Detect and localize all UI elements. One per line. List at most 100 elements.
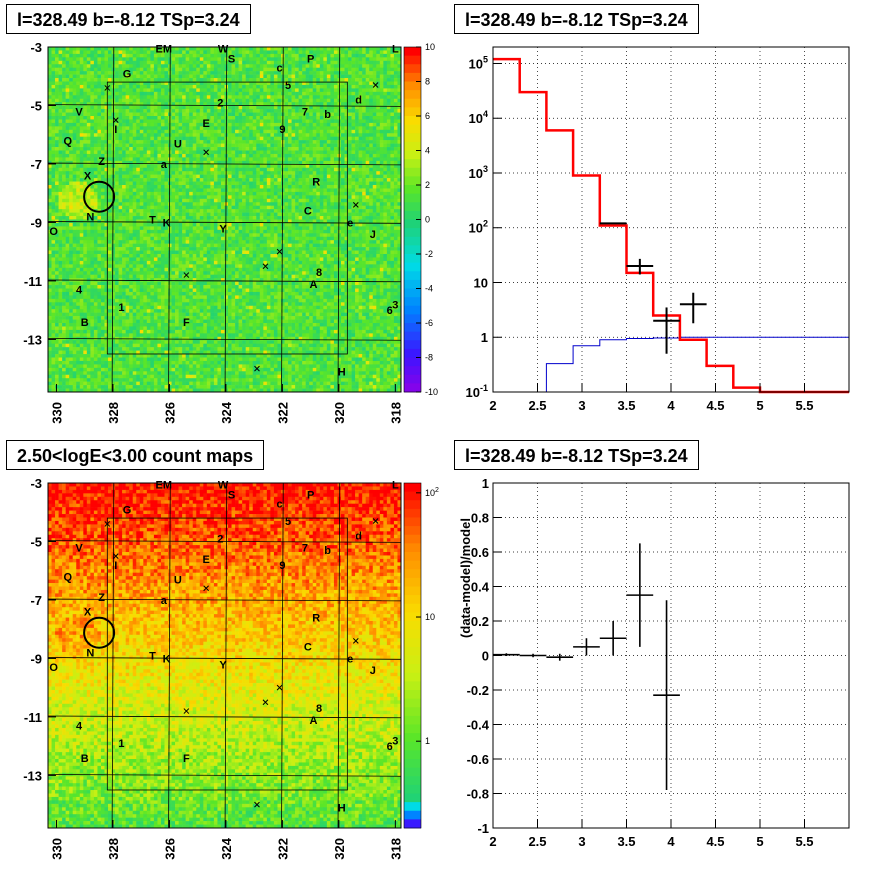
map-pixel bbox=[309, 112, 314, 117]
map-pixel bbox=[379, 88, 384, 93]
map-pixel bbox=[129, 160, 134, 165]
map-pixel bbox=[206, 71, 211, 75]
map-pixel bbox=[153, 84, 158, 89]
map-pixel bbox=[390, 205, 395, 210]
map-pixel bbox=[323, 57, 328, 62]
map-pixel bbox=[171, 78, 176, 82]
map-pixel bbox=[217, 133, 222, 137]
map-pixel bbox=[302, 191, 306, 196]
map-pixel bbox=[358, 126, 363, 131]
map-pixel bbox=[199, 91, 204, 96]
map-pixel bbox=[309, 133, 314, 137]
map-pixel bbox=[83, 57, 88, 62]
map-pixel bbox=[263, 153, 268, 158]
map-pixel bbox=[295, 209, 299, 213]
map-pixel bbox=[263, 212, 268, 217]
map-pixel bbox=[284, 164, 289, 169]
map-pixel bbox=[199, 122, 204, 127]
map-pixel bbox=[100, 112, 105, 117]
map-pixel bbox=[348, 129, 352, 134]
map-pixel bbox=[333, 209, 338, 213]
map-pixel bbox=[372, 185, 377, 189]
map-pixel bbox=[298, 157, 303, 162]
map-pixel bbox=[259, 60, 264, 65]
map-pixel bbox=[206, 105, 211, 110]
map-pixel bbox=[245, 205, 250, 210]
map-pixel bbox=[344, 64, 349, 68]
map-pixel bbox=[72, 164, 77, 169]
map-pixel bbox=[302, 57, 306, 62]
map-pixel bbox=[189, 136, 194, 141]
map-pixel bbox=[252, 91, 257, 96]
map-pixel bbox=[326, 167, 331, 172]
map-pixel bbox=[252, 81, 257, 86]
map-pixel bbox=[100, 191, 105, 196]
map-pixel bbox=[249, 47, 254, 51]
map-pixel bbox=[129, 81, 134, 86]
map-pixel bbox=[213, 119, 218, 124]
map-pixel bbox=[252, 160, 257, 165]
map-pixel bbox=[132, 116, 137, 120]
map-pixel bbox=[55, 105, 59, 110]
map-pixel bbox=[231, 78, 236, 82]
map-pixel bbox=[252, 102, 257, 106]
map-pixel bbox=[228, 136, 232, 141]
map-pixel bbox=[55, 119, 59, 124]
map-pixel bbox=[150, 98, 155, 103]
map-pixel bbox=[333, 167, 338, 172]
map-pixel bbox=[393, 178, 398, 182]
map-pixel bbox=[72, 84, 77, 89]
map-pixel bbox=[115, 81, 119, 86]
map-pixel bbox=[358, 195, 363, 200]
map-pixel bbox=[206, 88, 211, 93]
map-pixel bbox=[100, 167, 105, 172]
map-pixel bbox=[358, 181, 363, 186]
map-pixel bbox=[312, 67, 317, 72]
map-pixel bbox=[291, 216, 296, 220]
map-pixel bbox=[340, 91, 345, 96]
map-pixel bbox=[351, 57, 356, 62]
map-pixel bbox=[376, 50, 381, 55]
map-pixel bbox=[242, 95, 246, 100]
map-pixel bbox=[72, 67, 77, 72]
map-pixel bbox=[348, 140, 352, 144]
map-pixel bbox=[160, 53, 165, 58]
map-pixel bbox=[122, 171, 126, 175]
map-pixel bbox=[157, 147, 162, 151]
map-pixel bbox=[65, 95, 70, 100]
map-pixel bbox=[393, 133, 398, 137]
map-pixel bbox=[58, 150, 63, 155]
map-pixel bbox=[65, 136, 70, 141]
map-pixel bbox=[192, 147, 197, 151]
map-pixel bbox=[295, 191, 299, 196]
map-pixel bbox=[252, 164, 257, 169]
map-pixel bbox=[270, 98, 275, 103]
map-pixel bbox=[273, 88, 278, 93]
map-pixel bbox=[203, 157, 208, 162]
map-pixel bbox=[93, 195, 98, 200]
map-pixel bbox=[51, 109, 56, 113]
map-pixel bbox=[150, 164, 155, 169]
map-pixel bbox=[97, 109, 102, 113]
map-pixel bbox=[284, 140, 289, 144]
map-pixel bbox=[390, 88, 395, 93]
map-pixel bbox=[323, 202, 328, 206]
map-pixel bbox=[132, 195, 137, 200]
map-pixel bbox=[86, 198, 91, 203]
map-pixel bbox=[252, 126, 257, 131]
map-pixel bbox=[291, 202, 296, 206]
map-pixel bbox=[210, 47, 215, 51]
map-pixel bbox=[76, 202, 81, 206]
map-pixel bbox=[83, 91, 88, 96]
map-pixel bbox=[203, 119, 208, 124]
map-pixel bbox=[217, 209, 222, 213]
map-pixel bbox=[235, 160, 239, 165]
map-pixel bbox=[348, 147, 352, 151]
map-pixel bbox=[122, 205, 126, 210]
map-pixel bbox=[65, 71, 70, 75]
map-pixel bbox=[235, 91, 239, 96]
map-pixel bbox=[182, 126, 186, 131]
map-pixel bbox=[150, 205, 155, 210]
map-pixel bbox=[330, 109, 335, 113]
map-pixel bbox=[288, 98, 292, 103]
